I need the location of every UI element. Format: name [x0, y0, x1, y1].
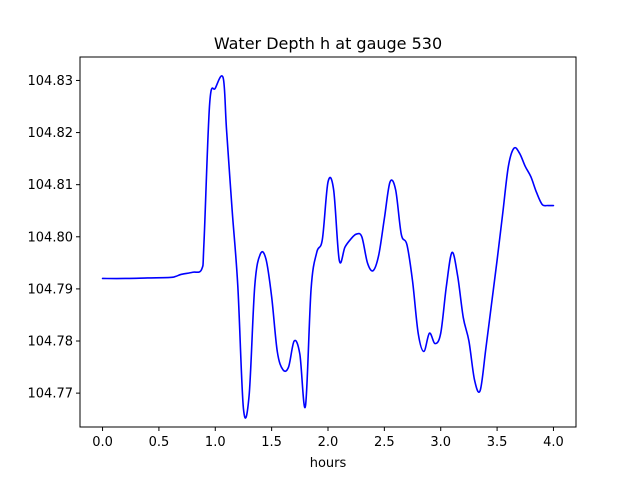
x-tick-label: 3.0	[430, 435, 451, 450]
y-tick-label: 104.77	[28, 387, 74, 402]
y-tick-label: 104.82	[28, 126, 74, 141]
plot-area	[101, 75, 555, 419]
y-tick-label: 104.78	[28, 335, 74, 350]
series-line	[101, 75, 555, 419]
x-axis-label: hours	[310, 456, 347, 471]
y-tick-label: 104.83	[28, 74, 74, 89]
x-tick-label: 4.0	[543, 435, 564, 450]
x-tick-label: 3.5	[487, 435, 508, 450]
x-axis: 0.0 0.5 1.0 1.5 2.0 2.5 3.0 3.5 4.0	[92, 427, 564, 450]
x-tick-label: 1.0	[205, 435, 226, 450]
x-tick-label: 2.5	[374, 435, 395, 450]
x-tick-label: 0.5	[149, 435, 170, 450]
chart-title: Water Depth h at gauge 530	[214, 34, 442, 53]
x-tick-label: 1.5	[261, 435, 282, 450]
x-tick-label: 2.0	[318, 435, 339, 450]
y-tick-label: 104.81	[28, 178, 74, 193]
x-tick-label: 0.0	[92, 435, 113, 450]
y-tick-label: 104.80	[28, 230, 74, 245]
y-axis: 104.77 104.78 104.79 104.80 104.81 104.82 104.…	[28, 74, 80, 402]
axes-frame	[79, 56, 577, 428]
y-tick-label: 104.79	[28, 282, 74, 297]
